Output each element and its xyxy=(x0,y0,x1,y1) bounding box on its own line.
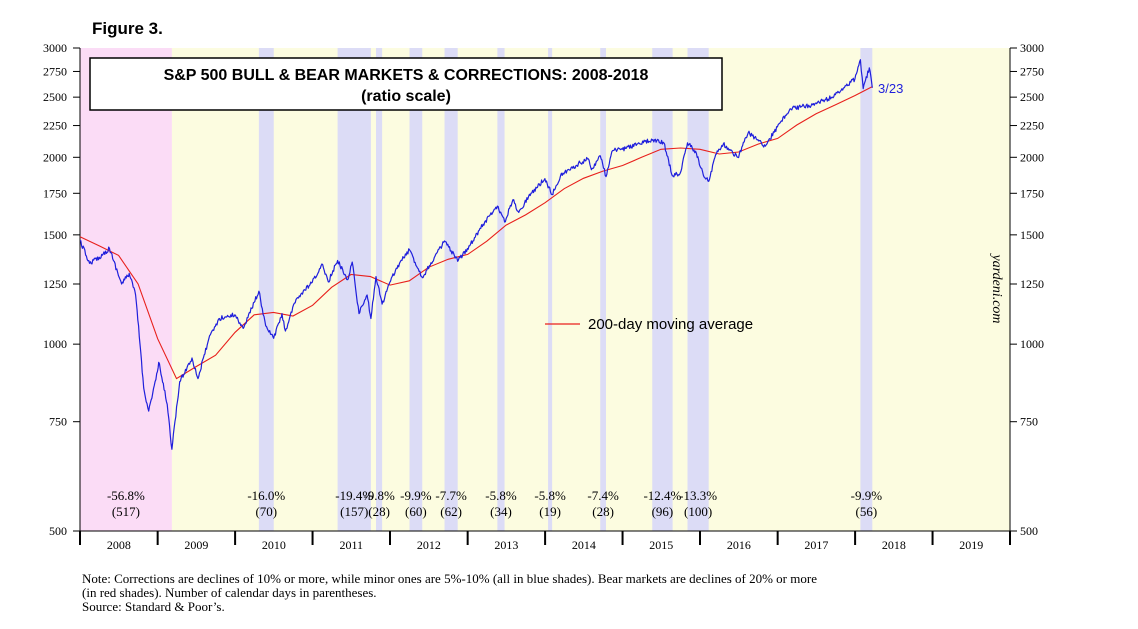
y-tick-label-left: 2000 xyxy=(43,150,67,164)
y-tick-label-right: 2000 xyxy=(1020,150,1044,164)
figure-label: Figure 3. xyxy=(92,19,163,38)
period-decline-4: -9.9% xyxy=(400,488,432,503)
chart-notes: Note: Corrections are declines of 10% or… xyxy=(82,572,817,614)
y-tick-label-left: 1500 xyxy=(43,228,67,242)
period-days-10: (100) xyxy=(684,504,712,519)
period-decline-9: -12.4% xyxy=(643,488,681,503)
x-tick-label: 2017 xyxy=(804,538,828,552)
period-days-2: (157) xyxy=(340,504,368,519)
period-days-1: (70) xyxy=(255,504,277,519)
y-tick-label-right: 1750 xyxy=(1020,186,1044,200)
period-decline-0: -56.8% xyxy=(107,488,145,503)
correction-shade-1 xyxy=(258,48,274,531)
source-mark: yardeni.com xyxy=(989,252,1004,323)
correction-shade-9 xyxy=(652,48,673,531)
period-decline-2: -19.4% xyxy=(335,488,373,503)
bear-shade-0 xyxy=(80,48,172,531)
x-tick-label: 2008 xyxy=(107,538,131,552)
sp500-layer xyxy=(80,59,873,450)
y-tick-label-left: 3000 xyxy=(43,41,67,55)
bull-background xyxy=(80,48,1010,531)
correction-shade-6 xyxy=(497,48,505,531)
period-decline-6: -5.8% xyxy=(485,488,517,503)
legend-label: 200-day moving average xyxy=(588,316,753,333)
period-labels: -56.8%(517)-16.0%(70)-19.4%(157)-9.8%(28… xyxy=(107,488,882,519)
period-days-3: (28) xyxy=(368,504,390,519)
y-tick-label-right: 2500 xyxy=(1020,90,1044,104)
correction-shade-10 xyxy=(687,48,709,531)
title-box xyxy=(89,57,723,111)
x-tick-label: 2010 xyxy=(262,538,286,552)
y-tick-label-left: 2500 xyxy=(43,90,67,104)
correction-shade-2 xyxy=(337,48,371,531)
correction-shade-8 xyxy=(600,48,607,531)
y-tick-label-left: 1250 xyxy=(43,277,67,291)
y-tick-label-left: 750 xyxy=(49,415,67,429)
correction-shade-4 xyxy=(409,48,423,531)
period-days-7: (19) xyxy=(539,504,561,519)
y-tick-label-left: 1000 xyxy=(43,337,67,351)
period-days-0: (517) xyxy=(112,504,140,519)
y-tick-label-left: 2250 xyxy=(43,119,67,133)
note-line-1: Note: Corrections are declines of 10% or… xyxy=(82,571,817,586)
y-tick-label-right: 1250 xyxy=(1020,277,1044,291)
period-decline-10: -13.3% xyxy=(679,488,717,503)
ma200-layer xyxy=(79,86,873,380)
x-tick-label: 2014 xyxy=(572,538,596,552)
period-decline-3: -9.8% xyxy=(363,488,395,503)
end-date-label: 3/23 xyxy=(878,81,903,96)
period-decline-7: -5.8% xyxy=(534,488,566,503)
y-tick-label-right: 750 xyxy=(1020,415,1038,429)
correction-shade-11 xyxy=(860,48,873,531)
period-days-9: (96) xyxy=(652,504,674,519)
x-tick-label: 2012 xyxy=(417,538,441,552)
period-days-6: (34) xyxy=(490,504,512,519)
x-tick-label: 2015 xyxy=(649,538,673,552)
x-tick-label: 2013 xyxy=(494,538,518,552)
ma200-line xyxy=(79,86,873,380)
x-tick-label: 2009 xyxy=(184,538,208,552)
note-line-2: (in red shades). Number of calendar days… xyxy=(82,585,377,600)
correction-shade-7 xyxy=(548,48,553,531)
period-days-4: (60) xyxy=(405,504,427,519)
period-days-11: (56) xyxy=(856,504,878,519)
x-tick-label: 2018 xyxy=(882,538,906,552)
period-shades xyxy=(80,48,1010,531)
sp500-chart: 500 500 750 750 1000 1000 1250 1250 1500 1500 1750… xyxy=(43,41,1044,552)
chart-title: S&P 500 BULL & BEAR MARKETS & CORRECTION… xyxy=(164,67,649,84)
x-tick-label: 2016 xyxy=(727,538,751,552)
y-tick-label-right: 2750 xyxy=(1020,64,1044,78)
period-days-8: (28) xyxy=(592,504,614,519)
correction-shade-5 xyxy=(444,48,458,531)
y-tick-label-left: 1750 xyxy=(43,186,67,200)
y-tick-label-right: 1000 xyxy=(1020,337,1044,351)
x-tick-label: 2011 xyxy=(339,538,363,552)
y-tick-label-right: 1500 xyxy=(1020,228,1044,242)
axes: 500 500 750 750 1000 1000 1250 1250 1500 1500 1750… xyxy=(43,41,1044,552)
y-tick-label-left: 500 xyxy=(49,524,67,538)
x-tick-label: 2019 xyxy=(959,538,983,552)
sp500-line xyxy=(80,59,873,450)
y-tick-label-right: 3000 xyxy=(1020,41,1044,55)
period-decline-5: -7.7% xyxy=(435,488,467,503)
y-tick-label-right: 2250 xyxy=(1020,119,1044,133)
chart-subtitle: (ratio scale) xyxy=(361,88,451,105)
period-decline-1: -16.0% xyxy=(247,488,285,503)
period-decline-11: -9.9% xyxy=(851,488,883,503)
period-decline-8: -7.4% xyxy=(587,488,619,503)
note-line-3: Source: Standard & Poor’s. xyxy=(82,599,225,614)
y-tick-label-left: 2750 xyxy=(43,64,67,78)
y-tick-label-right: 500 xyxy=(1020,524,1038,538)
chart-text: S&P 500 BULL & BEAR MARKETS & CORRECTION… xyxy=(89,57,1004,333)
period-days-5: (62) xyxy=(440,504,462,519)
